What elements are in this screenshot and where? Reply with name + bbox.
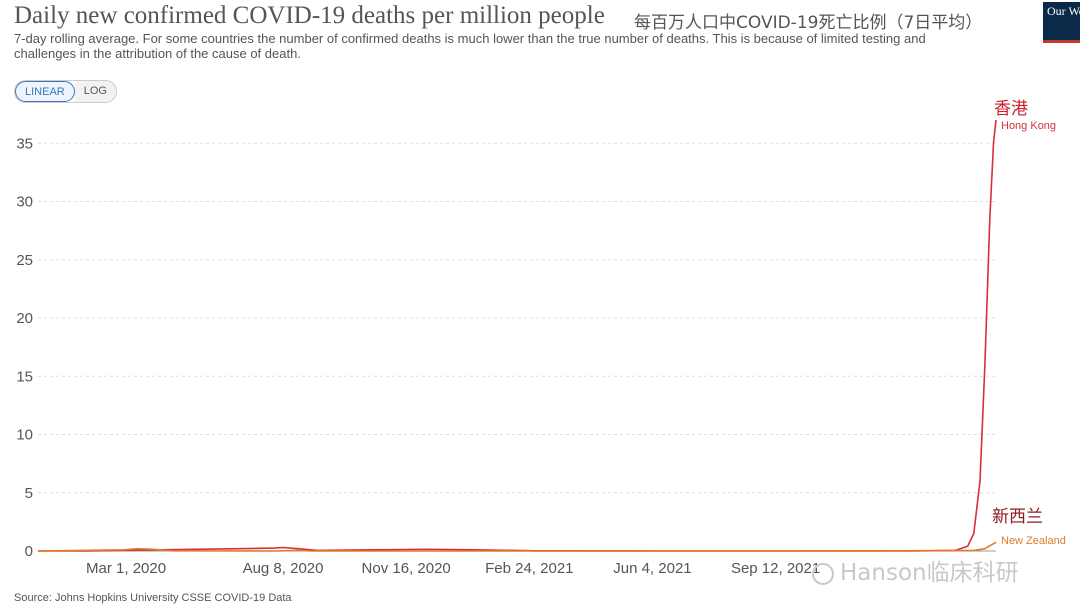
owid-logo-text: Our World in Data	[1047, 4, 1080, 18]
y-tick-label: 30	[16, 194, 33, 211]
owid-logo-accent	[1043, 40, 1080, 43]
watermark: Hanson临床科研	[812, 553, 1019, 587]
series-labels: 香港 Hong Kong 新西兰 New Zealand	[992, 99, 1066, 547]
y-tick-label: 10	[16, 427, 33, 444]
series-label-cn: 香港	[994, 99, 1028, 118]
series-label: New Zealand	[1001, 535, 1066, 547]
linear-scale-button[interactable]: LINEAR	[15, 81, 75, 102]
y-axis-ticks: 0 5 10 15 20 25 30 35	[16, 135, 33, 560]
x-tick-label: Nov 16, 2020	[362, 560, 451, 577]
owid-logo[interactable]: Our World in Data	[1043, 2, 1080, 40]
y-tick-label: 0	[25, 543, 33, 560]
y-tick-label: 15	[16, 368, 33, 385]
x-tick-label: Mar 1, 2020	[86, 560, 166, 577]
series-line-hong-kong[interactable]	[37, 119, 997, 552]
series-line-new-zealand[interactable]	[37, 541, 997, 552]
chart-subtitle: 7-day rolling average. For some countrie…	[14, 31, 926, 61]
series-label: Hong Kong	[1001, 120, 1056, 132]
x-tick-label: Feb 24, 2021	[485, 560, 573, 577]
y-tick-label: 25	[16, 252, 33, 269]
x-tick-label: Aug 8, 2020	[243, 560, 324, 577]
y-tick-label: 20	[16, 310, 33, 327]
log-scale-button[interactable]: LOG	[74, 81, 116, 102]
chart-title: Daily new confirmed COVID-19 deaths per …	[14, 2, 605, 29]
y-tick-label: 5	[25, 485, 33, 502]
x-tick-label: Sep 12, 2021	[731, 560, 820, 577]
watermark-text: Hanson临床科研	[840, 560, 1019, 586]
chart-title-chinese: 每百万人口中COVID-19死亡比例（7日平均）	[634, 13, 983, 33]
grid-lines	[38, 142, 996, 552]
y-tick-label: 35	[16, 135, 33, 152]
x-tick-label: Jun 4, 2021	[613, 560, 691, 577]
x-axis-ticks: Mar 1, 2020 Aug 8, 2020 Nov 16, 2020 Feb 24…	[86, 560, 820, 577]
source-note: Source: Johns Hopkins University CSSE CO…	[14, 592, 292, 604]
series-lines	[37, 119, 997, 552]
wechat-icon	[812, 562, 834, 585]
series-label-cn: 新西兰	[992, 507, 1043, 526]
scale-toggle: LINEAR LOG	[14, 80, 117, 103]
